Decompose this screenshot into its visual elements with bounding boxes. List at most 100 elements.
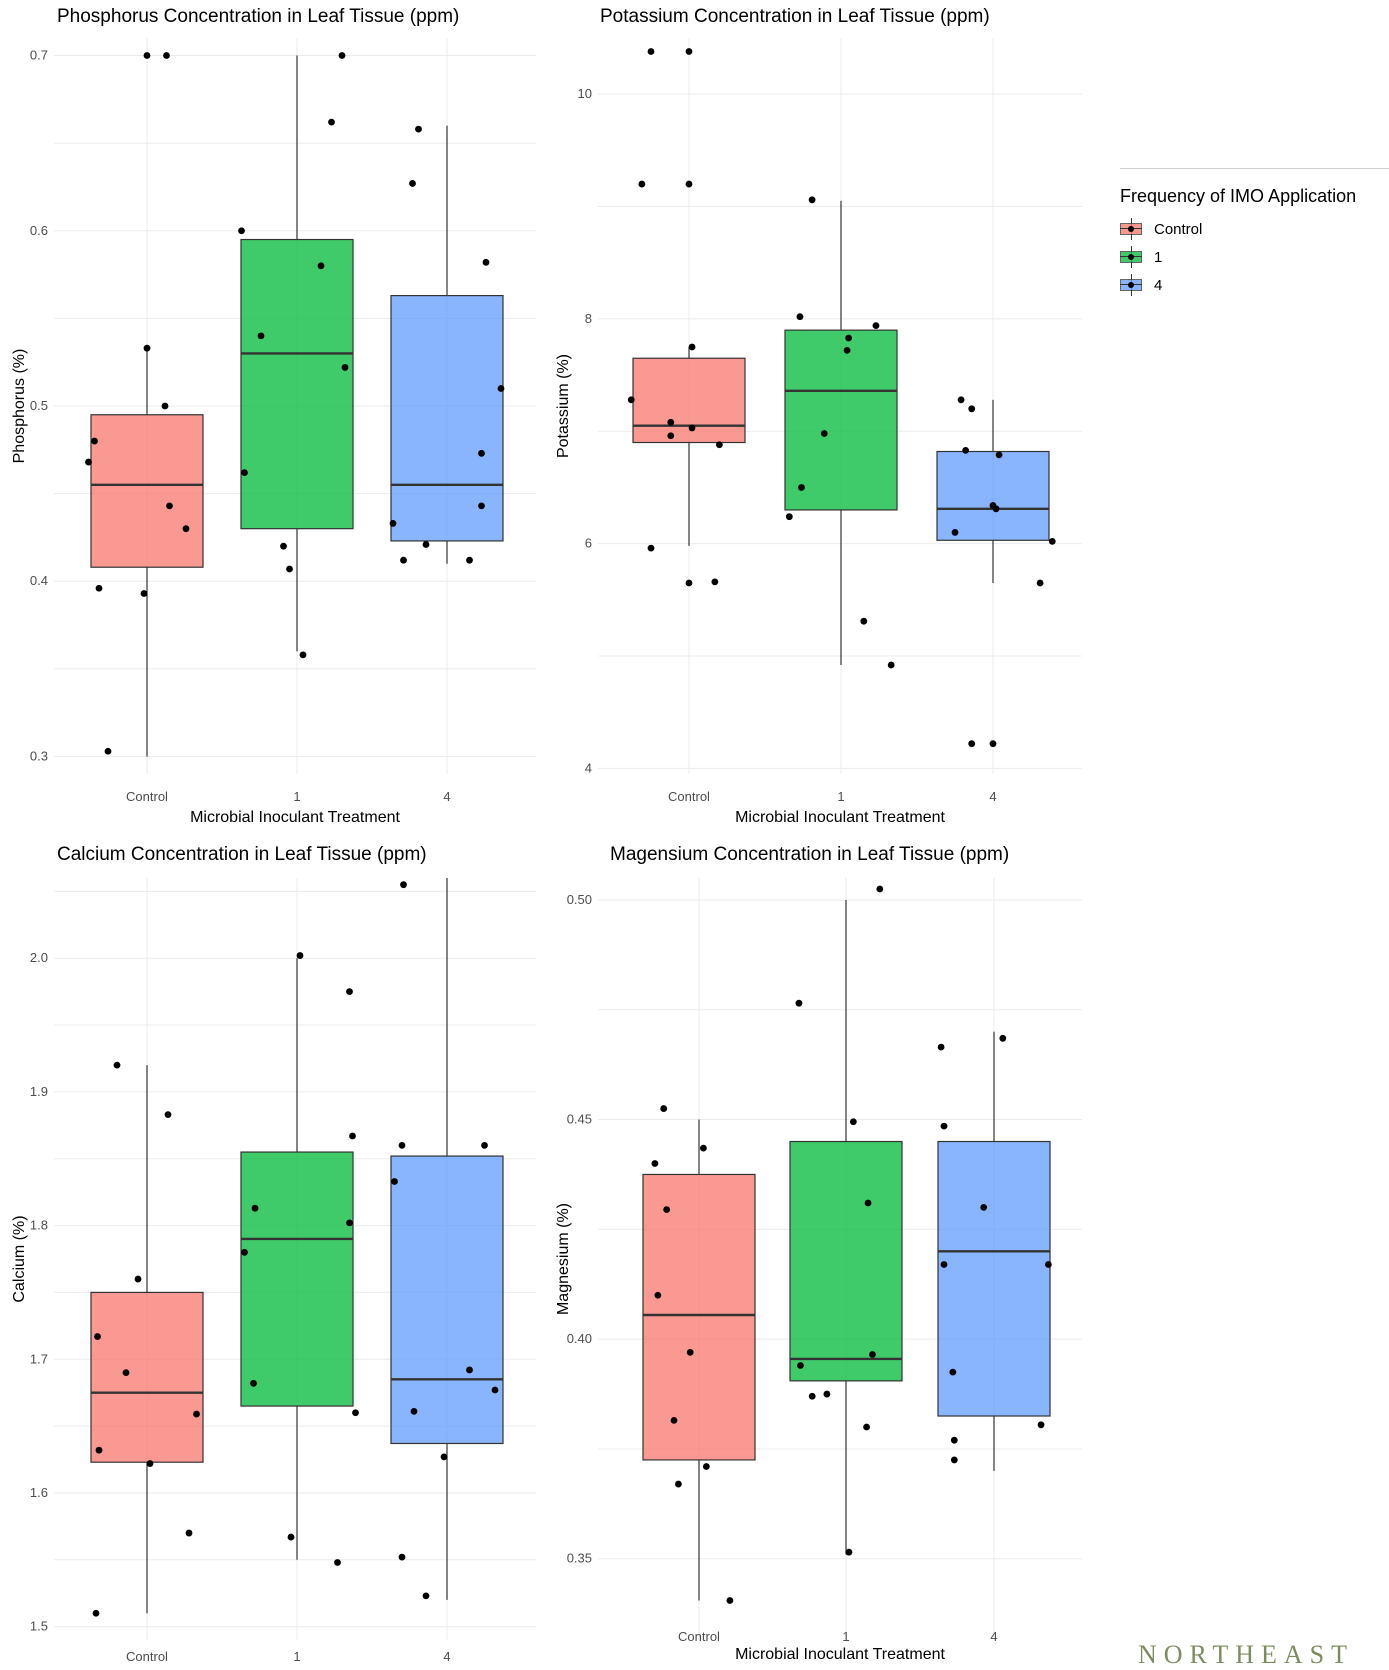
data-point	[94, 1333, 101, 1340]
legend-label-4: 4	[1154, 276, 1163, 294]
data-point	[627, 396, 635, 404]
data-point	[346, 988, 353, 996]
data-point	[785, 513, 793, 521]
data-point	[491, 1386, 499, 1394]
data-point	[400, 881, 407, 889]
y-tick-label: 6	[585, 536, 592, 551]
y-tick-label: 2.0	[30, 950, 48, 965]
y-tick-label: 4	[585, 760, 592, 775]
x-axis-title: Microbial Inoculant Treatment	[190, 809, 400, 826]
data-point	[122, 1369, 130, 1377]
data-point	[1036, 579, 1044, 587]
y-tick-label: 0.45	[567, 1112, 592, 1127]
y-axis-title: Phosphorus (%)	[11, 349, 28, 464]
y-tick-label: 10	[578, 86, 592, 101]
data-point	[798, 484, 805, 491]
data-point	[711, 578, 719, 586]
data-point	[250, 1379, 257, 1387]
data-point	[466, 556, 473, 564]
y-tick-label: 1.9	[30, 1084, 48, 1099]
box-control	[642, 1173, 756, 1461]
data-point	[951, 529, 959, 536]
data-point	[299, 651, 307, 659]
x-axis-title: Microbial Inoculant Treatment	[735, 809, 945, 826]
data-point	[185, 1529, 193, 1537]
box-1	[240, 1151, 354, 1407]
legend-item-4: 4	[1120, 271, 1389, 299]
data-point	[688, 424, 696, 432]
data-point	[328, 118, 335, 126]
data-point	[398, 1141, 406, 1149]
data-point	[134, 1275, 142, 1283]
data-point	[481, 1141, 488, 1149]
data-point	[251, 1204, 259, 1212]
data-point	[940, 1122, 948, 1130]
data-point	[796, 313, 804, 321]
data-point	[422, 541, 430, 548]
data-point	[992, 505, 1000, 513]
data-point	[702, 1463, 710, 1470]
y-tick-label: 8	[585, 311, 592, 326]
data-point	[466, 1366, 473, 1374]
data-point	[422, 1592, 430, 1600]
y-tick-label: 1.6	[30, 1485, 48, 1500]
y-tick-label: 0.35	[567, 1551, 592, 1566]
panel-title: Magensium Concentration in Leaf Tissue (…	[610, 844, 1009, 865]
box-control	[90, 414, 204, 568]
data-point	[950, 1436, 958, 1444]
y-tick-label: 0.4	[30, 573, 48, 588]
data-point	[670, 1417, 678, 1424]
data-point	[166, 502, 173, 510]
data-point	[296, 952, 304, 959]
data-point	[872, 322, 880, 330]
data-point	[999, 1034, 1007, 1042]
data-point	[823, 1390, 831, 1398]
x-tick-label: Control	[678, 1629, 720, 1644]
legend-title: Frequency of IMO Application	[1120, 186, 1357, 206]
box-1	[240, 238, 354, 530]
x-tick-label: Control	[126, 1649, 168, 1664]
data-point	[113, 1061, 121, 1069]
data-point	[478, 502, 485, 510]
x-axis-title: Microbial Inoculant Treatment	[735, 1646, 945, 1663]
data-point	[795, 999, 803, 1007]
y-tick-label: 1.8	[30, 1218, 48, 1233]
data-point	[440, 1453, 448, 1461]
data-point	[845, 1548, 853, 1556]
x-tick-label: 4	[443, 789, 450, 804]
data-point	[85, 458, 92, 466]
data-point	[660, 1105, 668, 1112]
data-point	[334, 1559, 341, 1566]
data-point	[647, 544, 655, 552]
data-point	[663, 1206, 671, 1213]
data-point	[651, 1160, 659, 1167]
data-point	[410, 1408, 418, 1415]
data-point	[957, 396, 965, 404]
data-point	[164, 1111, 172, 1119]
y-tick-label: 0.6	[30, 223, 48, 238]
data-point	[968, 740, 976, 748]
data-point	[143, 344, 151, 352]
data-point	[391, 1178, 398, 1185]
data-point	[1037, 1421, 1045, 1429]
y-axis-title: Magnesium (%)	[555, 1203, 572, 1315]
panel-title: Phosphorus Concentration in Leaf Tissue …	[57, 6, 459, 27]
data-point	[352, 1409, 359, 1417]
data-point	[146, 1460, 154, 1467]
data-point	[989, 740, 997, 748]
data-point	[864, 1199, 872, 1207]
y-tick-label: 0.5	[30, 398, 48, 413]
data-point	[726, 1597, 734, 1604]
legend-swatch-control	[1120, 218, 1144, 240]
legend-item-control: Control	[1120, 215, 1389, 243]
y-tick-label: 0.7	[30, 48, 48, 63]
x-tick-label: 4	[990, 1629, 997, 1644]
data-point	[688, 343, 696, 351]
data-point	[685, 48, 693, 55]
data-point	[478, 449, 485, 457]
data-point	[876, 885, 884, 893]
data-point	[163, 52, 170, 59]
legend-divider	[1120, 168, 1389, 169]
data-point	[849, 1118, 857, 1126]
x-tick-label: 1	[293, 789, 300, 804]
